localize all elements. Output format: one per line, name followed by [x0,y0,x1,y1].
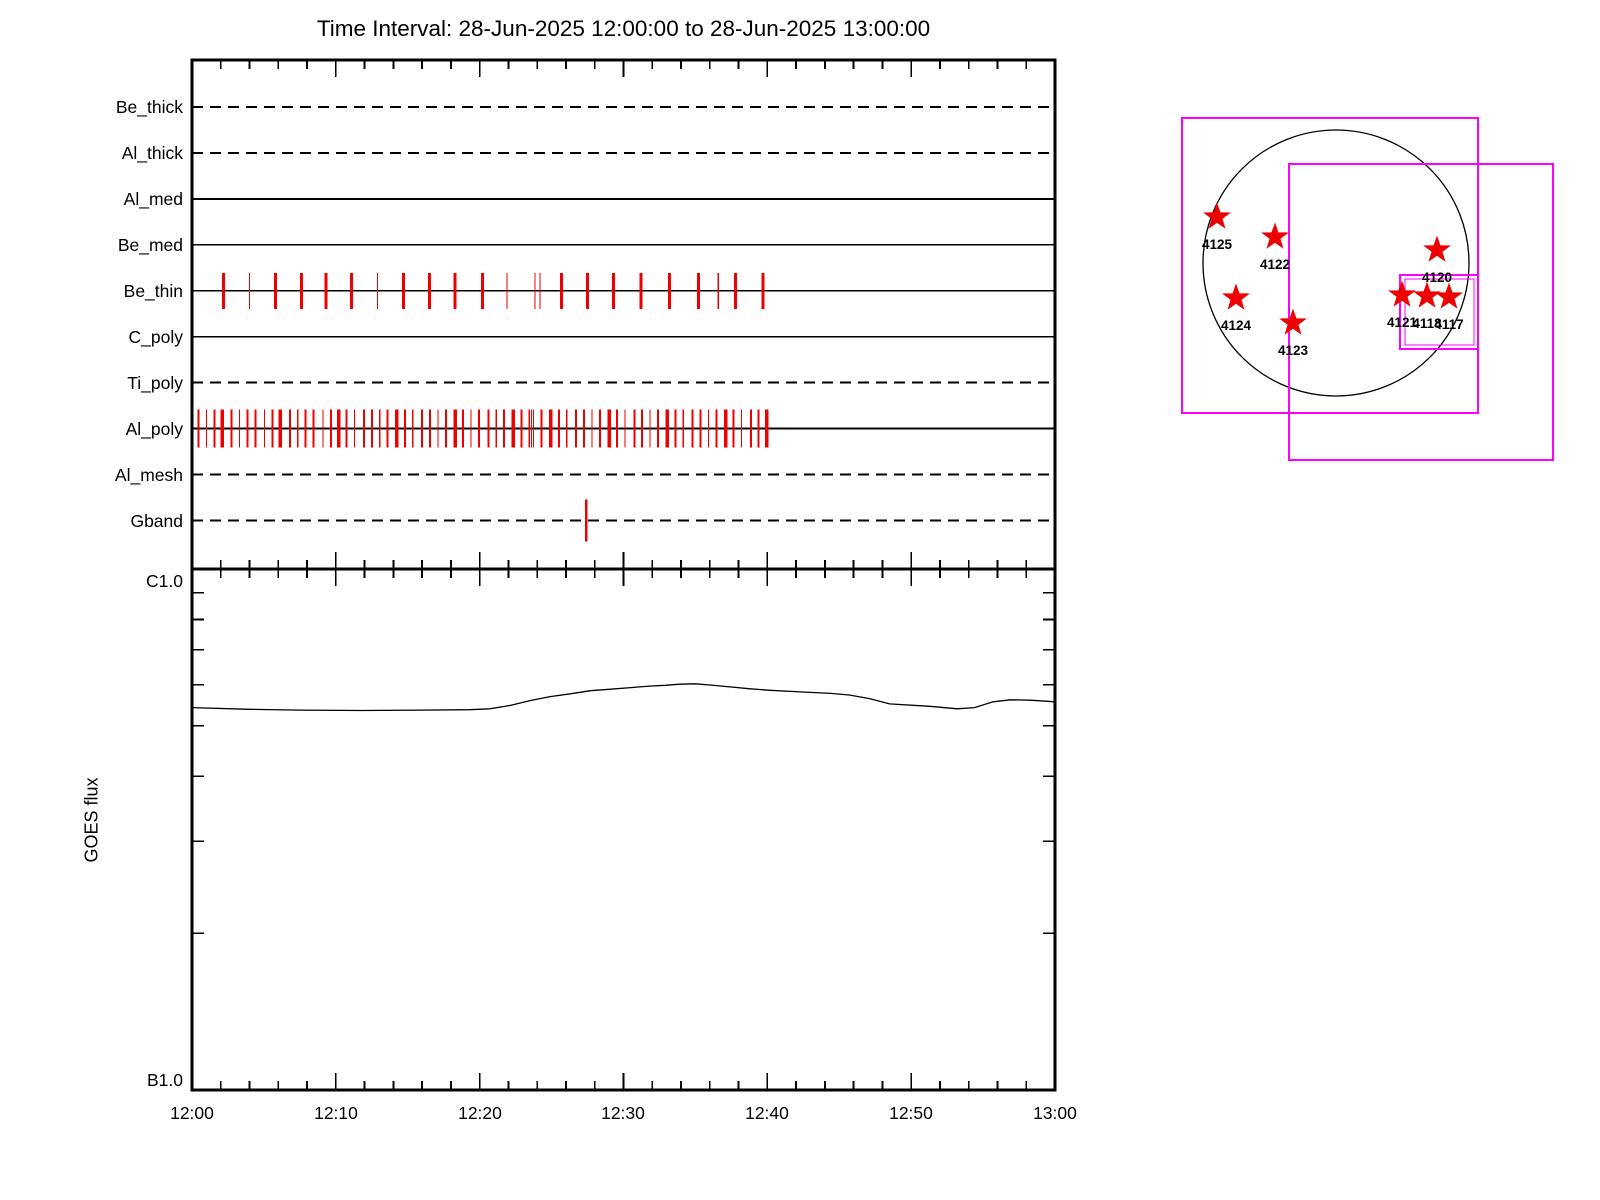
goes-ymax-label: C1.0 [146,571,183,591]
xtick-1210: 12:10 [314,1103,358,1123]
xtick-1240: 12:40 [745,1103,789,1123]
active-region-star-4122 [1261,222,1289,249]
fov-rect-3 [1404,278,1475,346]
active-region-label-4118: 4118 [1412,316,1442,331]
active-region-star-4117 [1435,282,1463,309]
active-region-star-4118 [1413,281,1441,308]
xtick-1250: 12:50 [889,1103,933,1123]
filter-label-al-poly: Al_poly [125,419,183,439]
xtick-1300: 13:00 [1033,1103,1077,1123]
xtick-1220: 12:20 [458,1103,502,1123]
filter-label-be-thin: Be_thin [123,281,183,301]
active-region-label-4121: 4121 [1387,315,1418,330]
active-region-star-4125 [1203,202,1231,229]
goes-frame [190,567,1057,1092]
fov-rect-0 [1181,117,1479,414]
fov-rect-1 [1288,163,1554,461]
active-region-label-4123: 4123 [1278,343,1309,358]
xtick-1230: 12:30 [601,1103,645,1123]
filter-label-gband: Gband [130,511,183,531]
active-region-label-4125: 4125 [1202,237,1233,252]
active-region-label-4124: 4124 [1221,318,1252,333]
filter-label-al-thick: Al_thick [121,143,183,163]
goes-curve [191,683,1056,712]
active-region-star-4123 [1279,308,1307,335]
filter-label-ti-poly: Ti_poly [127,373,183,393]
active-region-star-4120 [1423,235,1451,262]
solar-disk [1202,129,1470,397]
filter-label-be-med: Be_med [117,235,183,255]
active-region-label-4122: 4122 [1260,257,1290,272]
page-title: Time Interval: 28-Jun-2025 12:00:00 to 2… [316,16,931,41]
timeline-frame [190,58,1057,571]
goes-ymin-label: B1.0 [147,1070,183,1090]
xtick-1200: 12:00 [170,1103,214,1123]
filter-label-be-thick: Be_thick [115,97,183,117]
filter-label-al-mesh: Al_mesh [114,465,183,485]
active-region-star-4121 [1388,280,1416,307]
active-region-label-4117: 4117 [1434,317,1463,332]
filter-label-c-poly: C_poly [128,327,183,347]
fov-rect-2 [1398,273,1480,351]
filter-label-al-med: Al_med [123,189,183,209]
active-region-star-4124 [1222,283,1250,310]
active-region-label-4120: 4120 [1422,270,1452,285]
goes-axis-title: GOES flux [81,777,102,863]
